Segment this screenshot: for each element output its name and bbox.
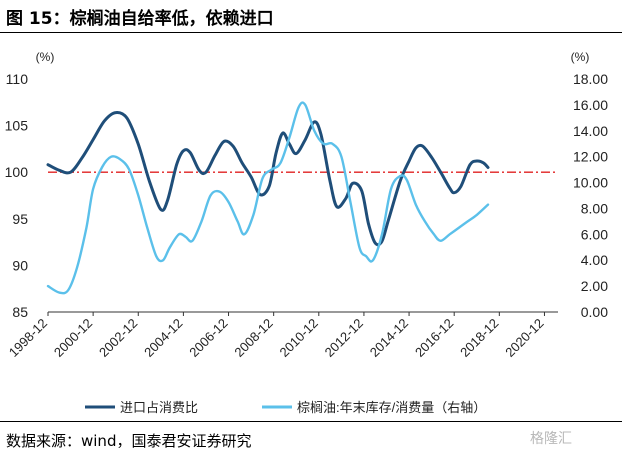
left-tick-label: 110: [6, 71, 29, 87]
legend-label-import-share: 进口占消费比: [120, 400, 198, 415]
x-tick-label: 2004-12: [141, 316, 185, 360]
series-line-import-share: [46, 110, 490, 247]
right-axis-ticks: 0.00 2.00 4.00 6.00 8.00 10.00 12.00 14.00 16.00…: [573, 71, 608, 320]
right-tick-label: 8.00: [581, 200, 608, 216]
right-axis-unit: (%): [571, 50, 590, 64]
legend-label-stock-consumption: 棕榈油:年末库存/消费量（右轴）: [297, 400, 486, 415]
right-tick-label: 2.00: [581, 278, 608, 294]
right-tick-label: 14.00: [573, 123, 608, 139]
left-tick-label: 100: [5, 164, 29, 180]
watermark: 格隆汇: [530, 431, 572, 447]
x-tick-label: 2008-12: [231, 316, 275, 360]
x-tick-label: 2010-12: [277, 316, 321, 360]
left-tick-label: 85: [12, 304, 28, 320]
footer-divider: [0, 421, 622, 422]
figure-title: 图 15：棕榈油自给率低，依赖进口: [6, 9, 274, 29]
x-axis-ticks: 1998-12 2000-12 2002-12 2004-12 2006-12 2008-…: [6, 312, 547, 360]
right-tick-label: 4.00: [581, 252, 608, 268]
right-tick-label: 10.00: [573, 175, 608, 191]
right-tick-label: 6.00: [581, 226, 608, 242]
x-tick-label: 2002-12: [96, 316, 140, 360]
x-tick-label: 2018-12: [457, 316, 501, 360]
source-note: 数据来源：wind，国泰君安证券研究: [6, 432, 252, 450]
x-tick-label: 2016-12: [412, 316, 456, 360]
x-tick-label: 2006-12: [186, 316, 230, 360]
x-tick-label: 2012-12: [322, 316, 366, 360]
right-tick-label: 18.00: [573, 71, 608, 87]
x-tick-label: 2000-12: [51, 316, 95, 360]
x-tick-label: 2014-12: [367, 316, 411, 360]
chart: (%) (%) 85 90 95 100 105 110 0.00 2.00 4.00 6.00…: [5, 50, 609, 415]
series-line-stock-consumption: [46, 101, 490, 295]
right-tick-label: 0.00: [581, 304, 608, 320]
left-axis-unit: (%): [36, 50, 55, 64]
left-axis-ticks: 85 90 95 100 105 110: [5, 71, 29, 320]
left-tick-label: 95: [12, 211, 28, 227]
right-tick-label: 16.00: [573, 97, 608, 113]
x-tick-label: 2020-12: [502, 316, 546, 360]
right-tick-label: 12.00: [573, 149, 608, 165]
left-tick-label: 90: [12, 257, 28, 273]
title-divider: [0, 32, 622, 33]
x-tick-label: 1998-12: [6, 316, 50, 360]
left-tick-label: 105: [5, 118, 29, 134]
